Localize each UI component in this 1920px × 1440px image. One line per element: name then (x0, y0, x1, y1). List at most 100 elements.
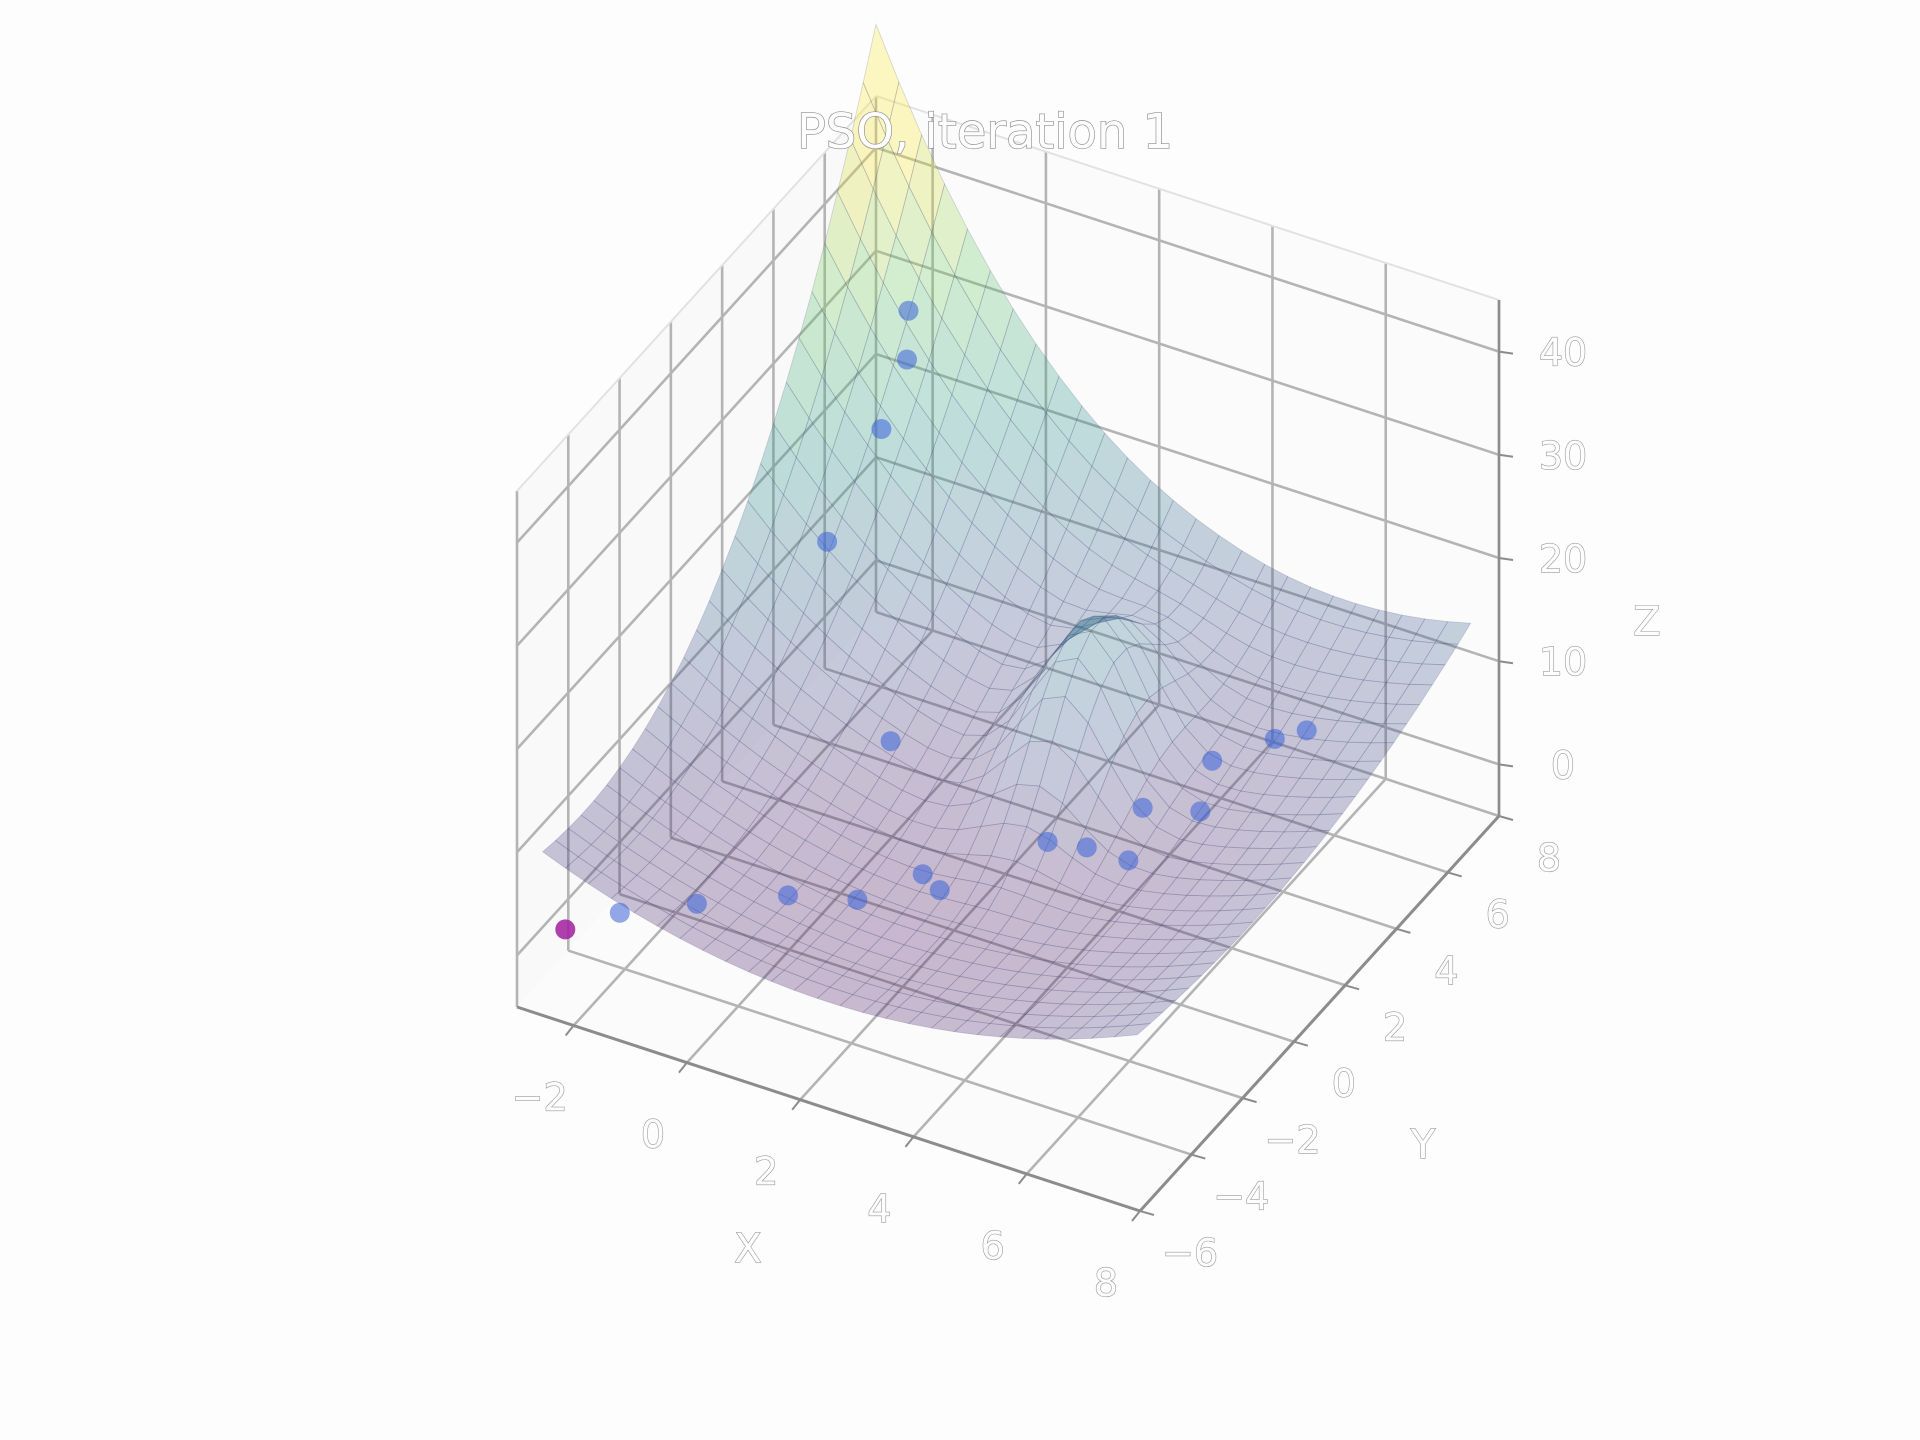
surface-facet (1073, 978, 1111, 993)
surface-facet (838, 575, 876, 630)
surface-facet (1078, 465, 1116, 521)
surface-facet (1084, 795, 1122, 852)
surface-facet (1274, 575, 1312, 612)
surface-facet (1137, 479, 1174, 530)
surface-facet (796, 945, 834, 968)
surface-facet (876, 809, 913, 841)
surface-facet (1270, 831, 1308, 849)
particle-marker (778, 885, 798, 906)
gridline-back-z (875, 249, 1500, 457)
surface-facet (1214, 808, 1252, 831)
surface-facet (844, 928, 882, 952)
surface-facet (1385, 661, 1423, 685)
surface-facet (1060, 623, 1097, 645)
surface-facet (1298, 759, 1336, 780)
surface-facet (1101, 488, 1139, 540)
objective-surface (541, 22, 1472, 1040)
surface-facet (1177, 632, 1215, 665)
surface-facet (852, 982, 890, 1002)
particle-marker (929, 880, 950, 901)
surface-facet (871, 648, 909, 695)
surface-facet (1005, 698, 1043, 760)
particle-marker (686, 893, 707, 914)
surface-facet (955, 605, 993, 652)
surface-facet (1098, 564, 1136, 599)
surface-facet (1275, 756, 1314, 779)
x-tick-mark (678, 1062, 688, 1074)
particle-marker (1296, 720, 1317, 741)
surface-facet (857, 326, 894, 408)
surface-facet (912, 468, 950, 531)
z-tick-mark (1498, 453, 1514, 458)
surface-facet (1047, 630, 1084, 660)
surface-facet (687, 799, 725, 834)
gridline-left-z (516, 353, 877, 750)
surface-facet (1331, 778, 1369, 798)
surface-facet (747, 462, 784, 532)
surface-facet (1197, 699, 1235, 736)
surface-facet (1128, 989, 1167, 1005)
surface-facet (978, 623, 1016, 665)
surface-facet (1230, 746, 1268, 773)
surface-facet (772, 381, 810, 459)
surface-facet (1192, 560, 1230, 600)
surface-facet (733, 829, 771, 861)
surface-facet (1260, 813, 1298, 833)
surface-facet (862, 22, 900, 138)
surface-facet (891, 733, 929, 771)
surface-facet (1245, 677, 1283, 708)
surface-facet (970, 757, 1008, 805)
surface-facet (1342, 603, 1380, 634)
surface-facet (807, 768, 845, 805)
surface-facet (983, 722, 1020, 777)
y-axis-label: Y (1410, 1122, 1436, 1168)
surface-facet (1052, 528, 1090, 577)
surface-facet (1019, 661, 1056, 723)
surface-facet (1121, 578, 1159, 607)
gridline-left-z (516, 249, 877, 647)
surface-facet (937, 757, 975, 784)
surface-facet (684, 847, 722, 878)
surface-facet (1201, 826, 1239, 848)
surface-facet (1182, 518, 1220, 562)
surface-facet (994, 953, 1033, 973)
surface-facet (1190, 617, 1227, 652)
surface-facet (798, 290, 836, 378)
surface-facet (1079, 917, 1117, 937)
surface-facet (763, 912, 801, 937)
surface-facet (1081, 873, 1119, 903)
surface-facet (837, 863, 875, 891)
surface-facet (954, 854, 992, 883)
surface-facet (1170, 924, 1208, 941)
surface-facet (629, 784, 666, 819)
surface-facet (818, 450, 856, 519)
best-particle-marker (555, 919, 576, 940)
surface-facet (1100, 661, 1138, 738)
surface-facet (1188, 843, 1227, 864)
surface-facet (1027, 586, 1065, 626)
surface-facet (1114, 905, 1152, 925)
surface-facet (1166, 838, 1204, 862)
surface-facet (1021, 647, 1059, 697)
y-tick-mark (1498, 815, 1514, 821)
surface-facet (1108, 966, 1147, 981)
surface-facet (1271, 633, 1309, 666)
surface-facet (696, 600, 733, 654)
surface-facet (1164, 641, 1202, 675)
surface-facet (706, 652, 743, 701)
surface-facet (664, 783, 702, 819)
surface-facet (1016, 740, 1053, 787)
surface-facet (974, 387, 1011, 457)
surface-facet (1020, 922, 1058, 945)
surface-facet (1143, 826, 1181, 858)
surface-facet (977, 269, 1014, 351)
surface-facet (846, 700, 883, 742)
surface-facet (1156, 806, 1193, 840)
surface-facet (1204, 783, 1242, 810)
surface-facet (886, 839, 924, 868)
surface-facet (726, 740, 763, 780)
surface-facet (1063, 963, 1101, 980)
surface-facet (1065, 497, 1103, 550)
surface-facet (784, 752, 822, 791)
surface-facet (1077, 630, 1115, 689)
